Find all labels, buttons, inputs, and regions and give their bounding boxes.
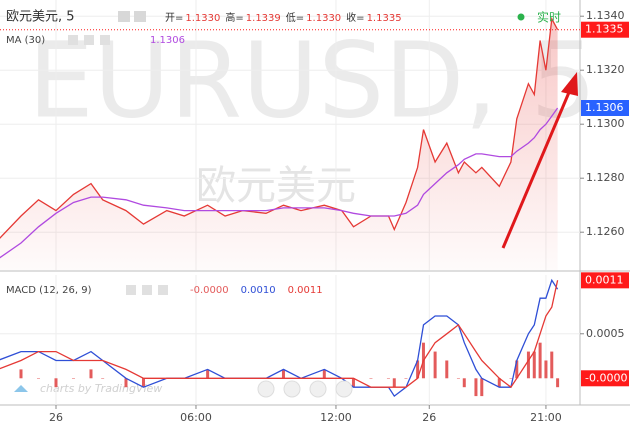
watermark-cn: 欧元美元	[196, 163, 356, 209]
ohlc-value: 1.1330	[185, 13, 220, 24]
arrow-head	[561, 72, 578, 96]
histogram-bar	[509, 378, 513, 379]
histogram-bar	[556, 378, 560, 388]
ohlc-value: 1.1330	[306, 13, 341, 24]
x-tick-label: 12:00	[320, 411, 352, 424]
icon[interactable]	[68, 35, 78, 45]
histogram-bar	[386, 378, 390, 379]
ohlc-label: 高=	[225, 11, 243, 24]
arrow-shaft	[501, 89, 572, 249]
y-tick-label: 1.1320	[586, 63, 625, 76]
histogram-bar	[474, 378, 478, 397]
legend-value: -0.0000	[190, 285, 229, 296]
icon[interactable]	[84, 35, 94, 45]
histogram-bar	[322, 369, 326, 379]
x-tick-label: 21:00	[530, 411, 562, 424]
y-tick-label: 1.1280	[586, 171, 625, 184]
watermark: EURUSD, 5	[28, 19, 597, 141]
histogram-bar	[141, 378, 145, 388]
y-tick-label: 1.1300	[586, 117, 625, 130]
histogram-bar	[101, 378, 105, 379]
y-tick-label: 1.1340	[586, 9, 625, 22]
icon[interactable]	[100, 35, 110, 45]
ohlc-label: 开=	[165, 13, 183, 24]
header: 欧元美元, 5 开= 1.1330 高= 1.1339 低= 1.1330 收= 1.1335…	[6, 10, 561, 297]
toolbar-button[interactable]	[309, 380, 327, 398]
histogram-bar	[36, 378, 40, 379]
toolbar	[257, 380, 353, 398]
series-line	[0, 280, 559, 389]
x-tick-label: 06:00	[180, 411, 212, 424]
credit-logo	[14, 385, 28, 392]
histogram-bar	[538, 342, 542, 379]
histogram-bar	[532, 351, 536, 379]
ohlc-value: 1.1339	[246, 13, 281, 24]
ohlc-value: 1.1335	[367, 13, 402, 24]
price-marker	[581, 272, 629, 289]
histogram-bar	[456, 378, 460, 379]
icon[interactable]	[158, 285, 168, 295]
toolbar-button[interactable]	[335, 380, 353, 398]
legend-value: 0.0010	[241, 285, 276, 296]
price-marker-label: -0.0000	[585, 371, 627, 384]
chart-title: 欧元美元, 5	[6, 10, 75, 25]
status-dot	[517, 13, 525, 21]
histogram-bar	[54, 378, 58, 388]
x-tick-label: 26	[422, 411, 436, 424]
histogram-bar	[550, 351, 554, 379]
toolbar-button[interactable]	[257, 380, 275, 398]
price-marker	[581, 100, 629, 116]
area-fill	[0, 18, 558, 270]
histogram-bar	[515, 360, 519, 379]
histogram-bar	[89, 369, 93, 379]
histogram-bar	[392, 378, 396, 388]
icon[interactable]	[118, 11, 130, 22]
histogram-bar	[433, 351, 437, 379]
toolbar-button[interactable]	[283, 380, 301, 398]
histogram-bar	[281, 369, 285, 379]
icon[interactable]	[142, 285, 152, 295]
price-marker-label: 1.1335	[585, 23, 624, 36]
histogram-bar	[351, 378, 355, 388]
histogram-bar	[497, 378, 501, 388]
histogram-bar	[369, 378, 373, 379]
histogram-bar	[445, 360, 449, 379]
icon[interactable]	[126, 285, 136, 295]
ohlc-label: 低=	[286, 11, 304, 24]
histogram-bar	[124, 378, 128, 388]
price-marker	[581, 21, 629, 38]
histogram-bar	[19, 369, 23, 379]
y-tick-label: 1.1260	[586, 225, 625, 238]
price-marker	[581, 370, 629, 387]
credit: charts by TradingView	[40, 382, 162, 395]
legend-value: 0.0011	[288, 285, 323, 296]
price-marker-label: 1.1306	[585, 101, 624, 114]
ma-legend: MA (30)	[6, 35, 45, 46]
series-line	[0, 107, 559, 259]
histogram-bar	[416, 360, 420, 379]
histogram-bar	[404, 378, 408, 379]
ma-value: 1.1306	[150, 35, 185, 46]
histogram-bar	[71, 378, 75, 379]
icon[interactable]	[134, 11, 146, 22]
histogram-bar	[480, 378, 484, 397]
x-tick-label: 26	[49, 411, 63, 424]
y-tick-label: 0.0005	[586, 327, 625, 340]
histogram-bar	[544, 360, 548, 379]
macd-legend: MACD (12, 26, 9)	[6, 285, 92, 296]
status: 实时	[537, 10, 561, 25]
histogram-bar	[206, 369, 210, 379]
histogram-bar	[462, 378, 466, 388]
annotation-arrow	[501, 72, 578, 249]
histogram-bar	[526, 351, 530, 379]
ohlc-label: 收=	[346, 11, 364, 24]
price-marker-label: 0.0011	[585, 273, 624, 286]
